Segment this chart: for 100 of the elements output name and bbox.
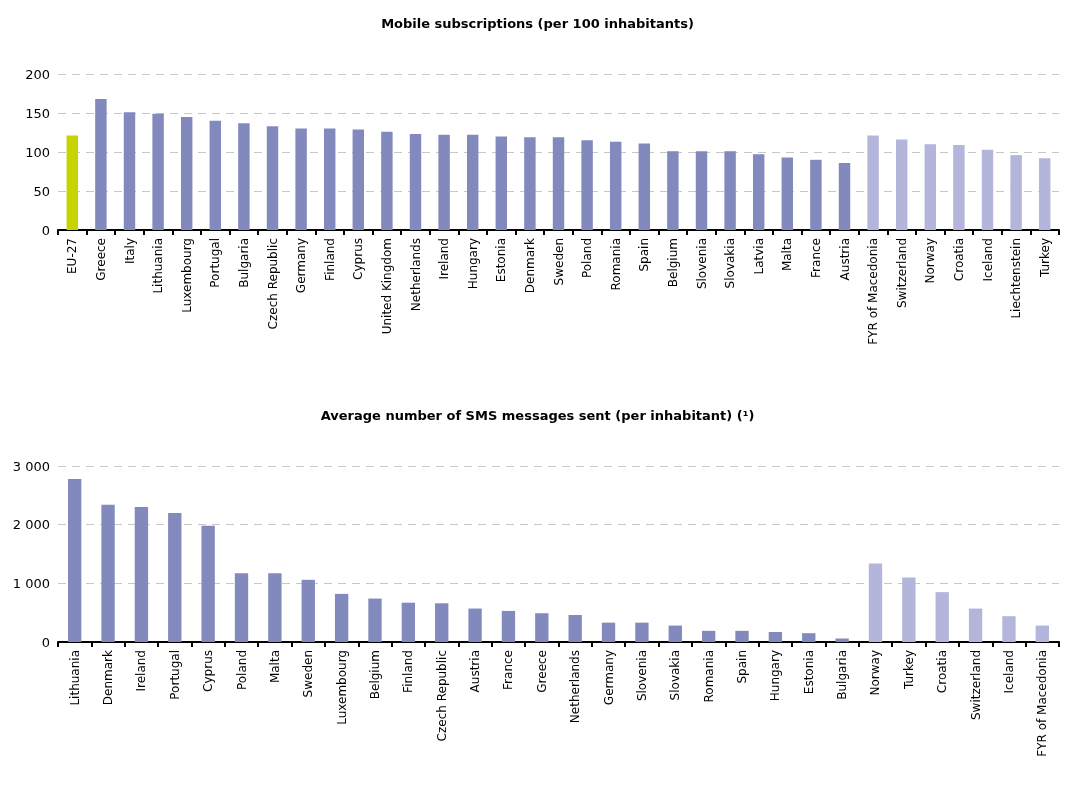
x-tick-label: Belgium — [665, 238, 680, 288]
y-tick-label: 150 — [25, 105, 50, 121]
x-tick-label: United Kingdom — [379, 238, 394, 335]
x-tick-label: Portugal — [208, 238, 223, 288]
bar — [268, 573, 282, 642]
bar — [668, 625, 682, 642]
x-tick-label: FYR of Macedonia — [1035, 650, 1050, 757]
bar — [601, 622, 616, 642]
x-tick-label: Bulgaria — [835, 650, 850, 700]
x-tick-label: Turkey — [1037, 238, 1052, 279]
bar — [1002, 616, 1016, 642]
bar — [802, 633, 816, 642]
x-tick-label: Lithuania — [67, 650, 82, 706]
bar — [438, 134, 450, 230]
bar — [334, 593, 349, 642]
x-tick-label: Iceland — [980, 238, 995, 282]
y-tick-label: 1 000 — [12, 575, 50, 591]
bar — [838, 162, 851, 230]
x-tick-label: France — [808, 238, 823, 278]
bar — [123, 112, 136, 230]
bar — [435, 603, 449, 642]
x-tick-label: France — [501, 650, 516, 690]
bar — [238, 123, 250, 230]
x-tick-label: Liechtenstein — [1009, 238, 1024, 319]
bar — [981, 149, 994, 230]
y-tick-label: 3 000 — [12, 458, 50, 474]
bar — [209, 120, 222, 230]
x-tick-label: Malta — [780, 238, 795, 272]
bar — [867, 135, 879, 230]
bar — [724, 151, 736, 230]
x-tick-label: Luxembourg — [334, 650, 349, 725]
bar — [295, 128, 307, 230]
x-tick-label: Croatia — [935, 650, 950, 694]
bar — [1010, 155, 1022, 230]
bar — [924, 144, 937, 230]
x-tick-label: Lithuania — [151, 238, 166, 294]
bar — [568, 615, 582, 642]
x-tick-label: Poland — [580, 238, 595, 279]
x-tick-label: Norway — [923, 238, 938, 284]
bar — [66, 135, 79, 230]
bar — [352, 129, 365, 230]
x-tick-label: Slovakia — [668, 650, 683, 701]
x-tick-label: Netherlands — [568, 650, 583, 724]
bar — [935, 592, 949, 642]
chart-title: Average number of SMS messages sent (per inhabitant) (¹) — [320, 408, 755, 423]
x-tick-label: Slovakia — [723, 238, 738, 289]
x-tick-label: Slovenia — [634, 650, 649, 702]
x-tick-label: Croatia — [951, 238, 966, 282]
y-tick-label: 50 — [33, 183, 50, 199]
x-tick-label: Luxembourg — [179, 238, 194, 313]
bar — [495, 136, 508, 230]
x-tick-label: Romania — [608, 238, 623, 291]
x-tick-label: Cyprus — [201, 650, 216, 692]
x-tick-label: Malta — [267, 650, 282, 684]
bar — [968, 608, 983, 642]
x-tick-label: Switzerland — [968, 650, 983, 720]
bar — [180, 116, 193, 230]
bar — [868, 563, 883, 642]
bar — [152, 113, 164, 230]
bar — [134, 507, 149, 642]
x-tick-label: Spain — [735, 650, 750, 684]
x-tick-label: Greece — [534, 650, 549, 693]
bar — [735, 630, 749, 642]
bar — [638, 143, 651, 230]
x-tick-label: Denmark — [101, 649, 116, 706]
x-tick-label: Sweden — [301, 650, 316, 698]
bar — [68, 478, 82, 642]
x-tick-label: Iceland — [1001, 650, 1016, 694]
x-tick-label: Hungary — [768, 650, 783, 702]
x-tick-label: Spain — [637, 238, 652, 272]
x-tick-label: Finland — [322, 238, 337, 281]
x-tick-label: Finland — [401, 650, 416, 693]
chart-title: Mobile subscriptions (per 100 inhabitants) — [381, 16, 694, 31]
bar — [752, 154, 765, 230]
y-tick-label: 0 — [41, 634, 50, 650]
x-tick-label: Italy — [122, 238, 137, 265]
x-tick-label: Bulgaria — [236, 238, 251, 288]
bar — [835, 638, 849, 642]
bar — [409, 134, 422, 230]
x-tick-label: Switzerland — [894, 238, 909, 308]
bar — [201, 525, 215, 642]
bar — [501, 610, 516, 642]
x-tick-label: Austria — [837, 238, 852, 281]
x-tick-label: Romania — [701, 650, 716, 703]
bar — [667, 151, 679, 230]
x-tick-label: Ireland — [134, 650, 149, 692]
x-tick-label: Poland — [234, 650, 249, 691]
bar — [768, 632, 783, 642]
bar — [953, 144, 965, 230]
x-tick-label: Austria — [468, 650, 483, 693]
bar — [466, 134, 479, 230]
x-tick-label: Czech Republic — [265, 238, 280, 330]
x-tick-label: Portugal — [167, 650, 182, 700]
bar — [323, 128, 336, 230]
bar — [468, 608, 482, 642]
x-tick-label: Norway — [868, 650, 883, 696]
bar — [381, 131, 393, 230]
bar — [609, 141, 622, 230]
bar — [301, 579, 315, 642]
bar — [552, 137, 565, 230]
